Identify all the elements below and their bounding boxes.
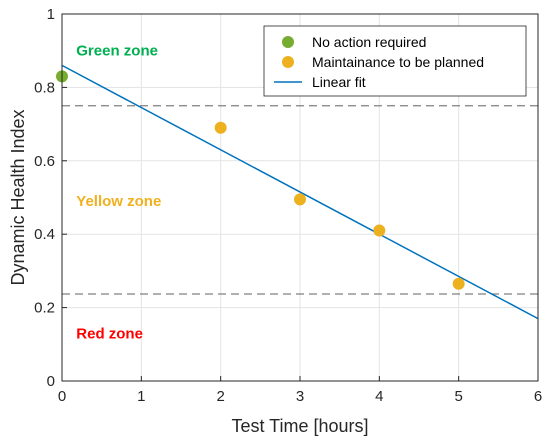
x-axis-label: Test Time [hours]: [231, 416, 368, 436]
data-point: [214, 121, 227, 134]
legend-label: Maintainance to be planned: [312, 54, 484, 70]
x-axis: 0 1 2 3 4 5 6: [58, 376, 542, 405]
x-tick-label: 2: [216, 388, 224, 405]
y-tick-label: 0.4: [34, 226, 55, 243]
data-point: [294, 193, 306, 206]
legend-marker: [282, 56, 294, 68]
legend-box: [263, 25, 527, 97]
threshold-lines: [62, 105, 538, 295]
y-tick-label: 0: [47, 373, 55, 390]
data-point: [373, 224, 386, 237]
legend: No action required Maintainance to be pla…: [263, 25, 527, 97]
legend-label: Linear fit: [312, 74, 366, 90]
x-tick-label: 1: [137, 388, 145, 405]
y-tick-label: 0.2: [34, 300, 55, 317]
legend-marker: [282, 36, 294, 48]
series-layer: [56, 64, 539, 320]
legend-label: No action required: [312, 34, 426, 50]
zone-label: Green zone: [76, 43, 158, 60]
zone-label: Yellow zone: [76, 193, 161, 210]
zone-annotations: Green zone Yellow zone Red zone: [76, 43, 161, 343]
x-tick-label: 4: [375, 388, 383, 405]
y-tick-label: 1: [47, 6, 55, 23]
y-tick-label: 0.6: [34, 153, 55, 170]
y-tick-label: 0.8: [34, 79, 55, 96]
y-axis: 0 0.2 0.4 0.6 0.8 1: [34, 6, 67, 390]
data-point: [452, 277, 465, 290]
y-axis-label: Dynamic Health Index: [8, 109, 28, 285]
x-tick-label: 3: [296, 388, 304, 405]
linear-fit-line: [61, 64, 539, 320]
zone-label: Red zone: [76, 325, 143, 342]
x-tick-label: 0: [58, 388, 66, 405]
x-tick-label: 5: [454, 388, 462, 405]
x-tick-label: 6: [534, 388, 542, 405]
